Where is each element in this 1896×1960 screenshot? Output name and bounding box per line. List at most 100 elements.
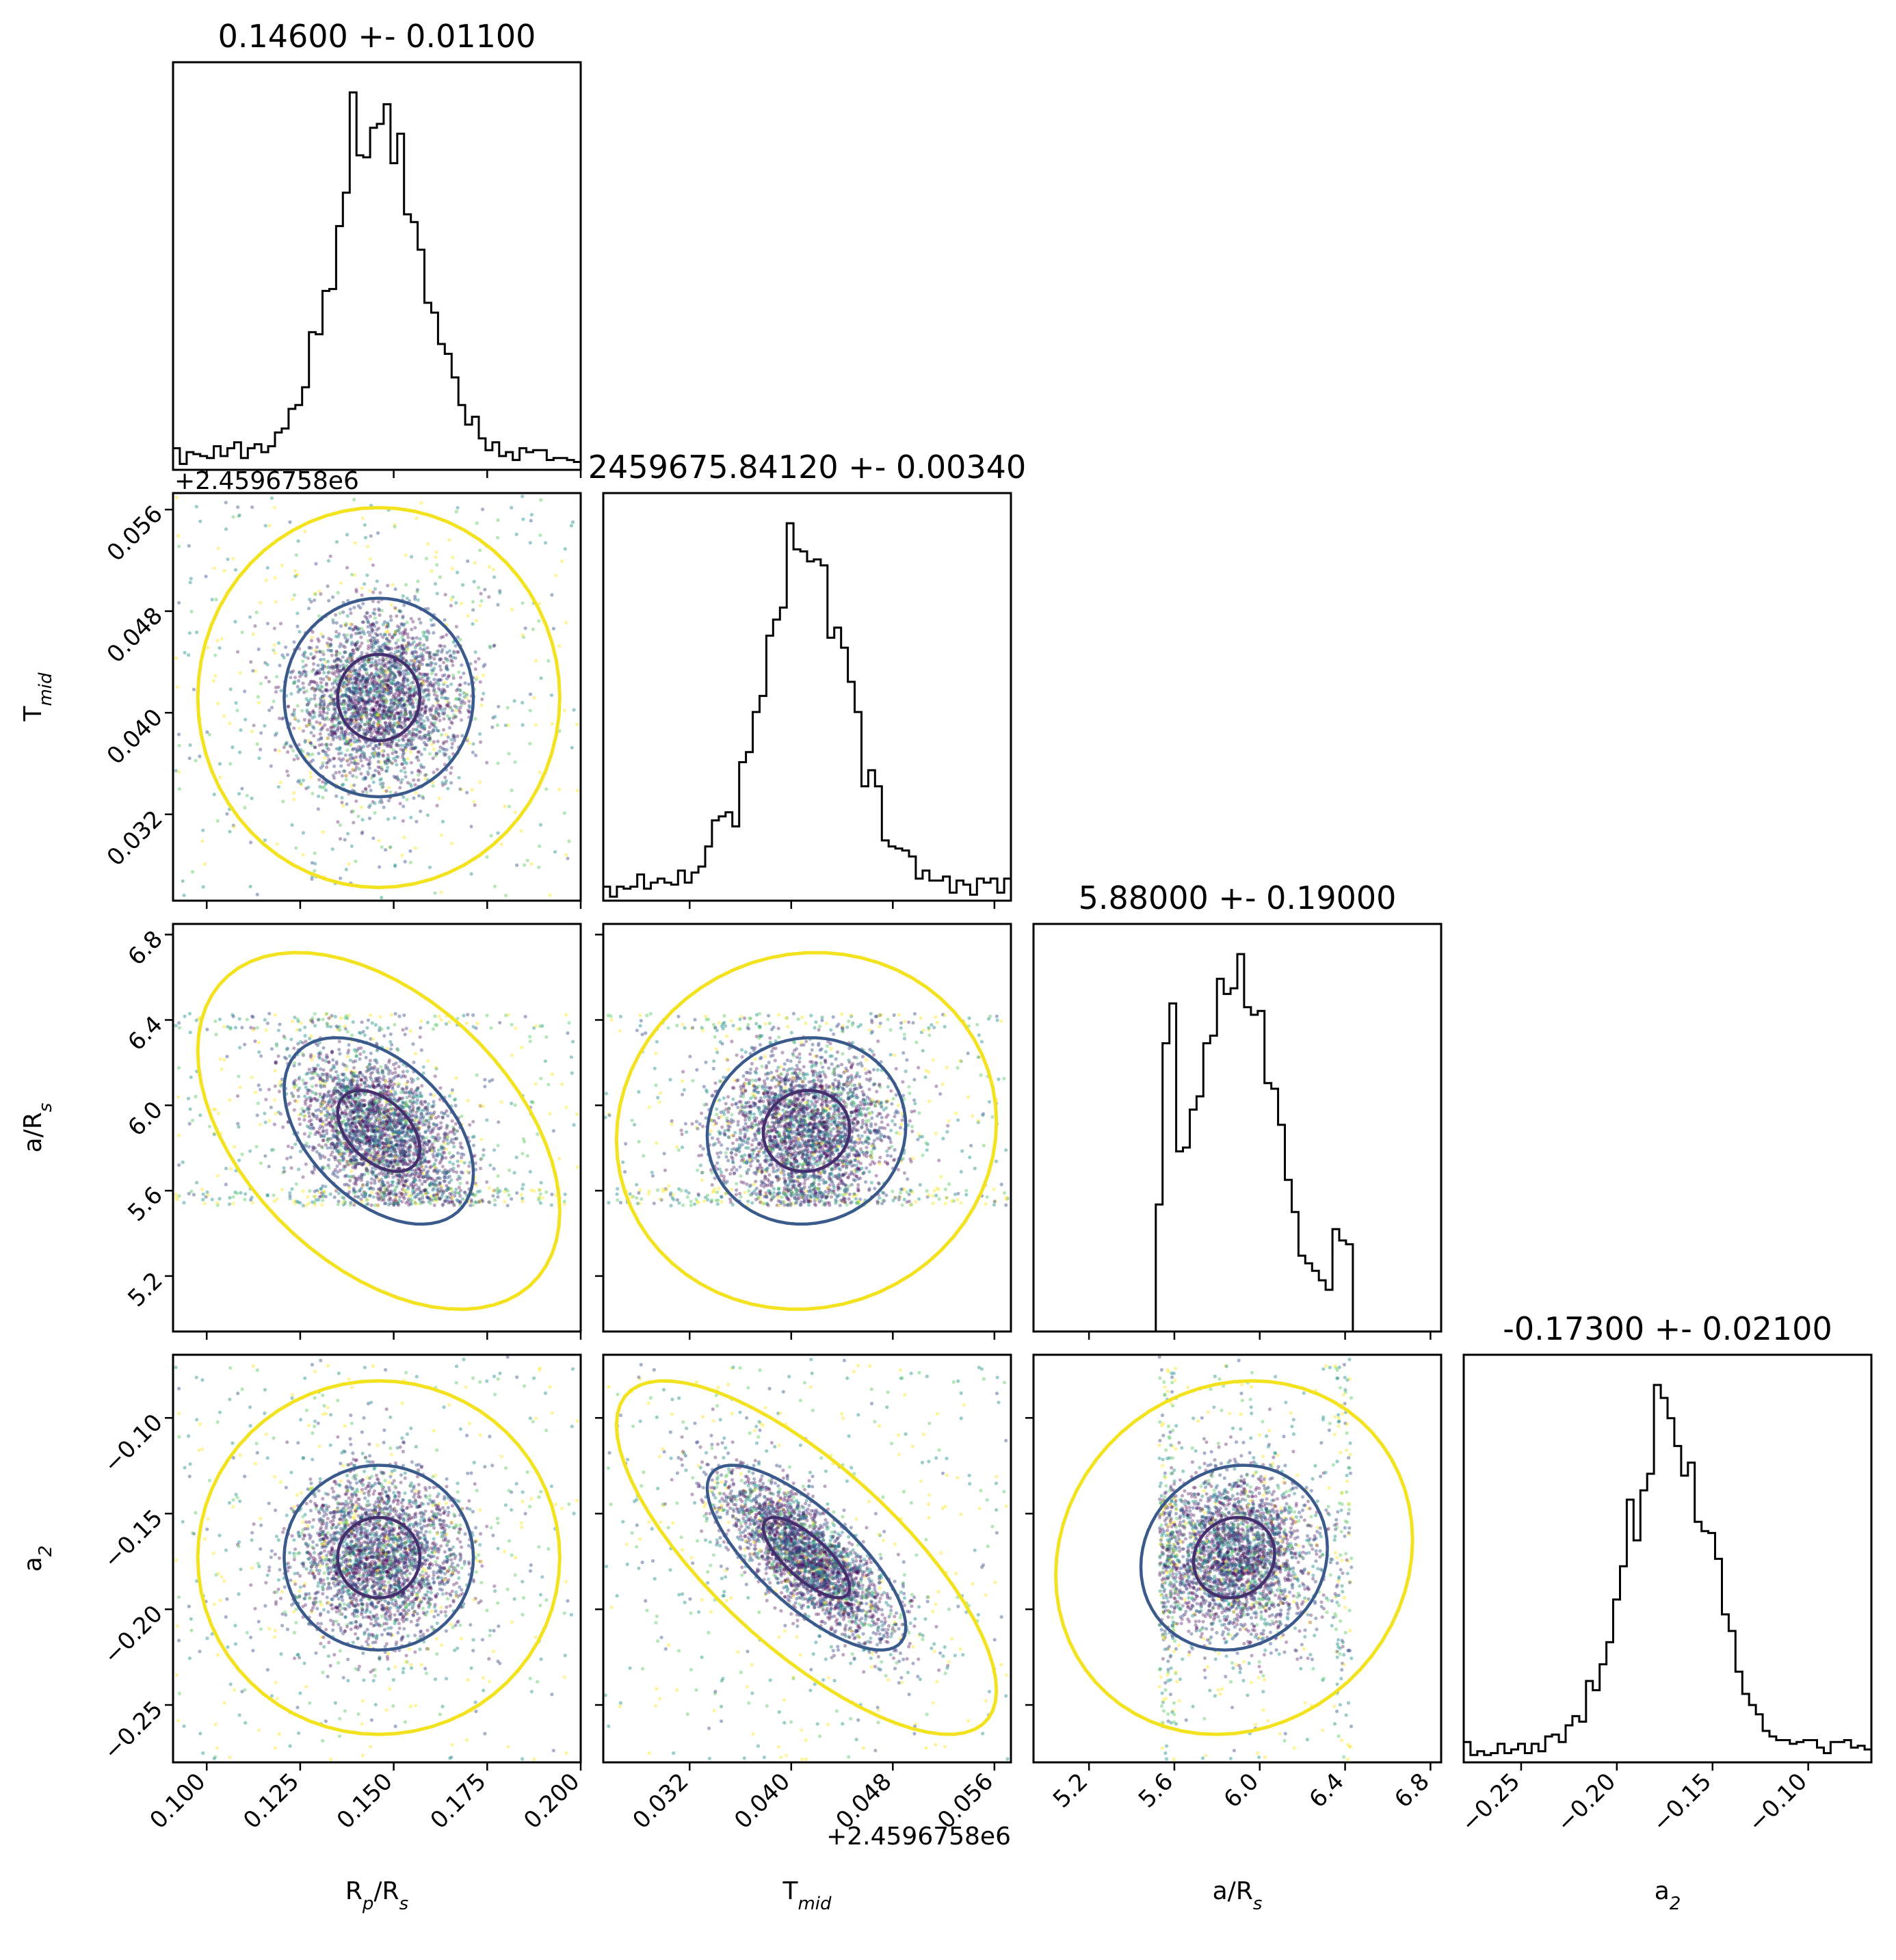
scatter-point xyxy=(323,717,327,721)
scatter-point xyxy=(356,738,361,742)
scatter-point xyxy=(423,706,427,710)
scatter-point xyxy=(288,1101,292,1105)
scatter-point xyxy=(443,753,447,757)
scatter-point xyxy=(384,711,389,715)
scatter-point xyxy=(375,717,379,721)
scatter-point xyxy=(386,731,391,735)
scatter-point xyxy=(471,750,475,754)
scatter-point xyxy=(341,644,345,648)
scatter-point xyxy=(554,573,558,578)
scatter-point xyxy=(345,748,350,752)
scatter-point xyxy=(364,786,368,791)
scatter-point xyxy=(354,799,358,804)
scatter-point xyxy=(405,678,409,683)
scatter-point xyxy=(434,754,438,758)
scatter-point xyxy=(389,845,393,849)
scatter-point xyxy=(442,661,446,665)
scatter-point xyxy=(361,790,365,794)
scatter-point xyxy=(298,1117,302,1121)
scatter-point xyxy=(183,650,187,654)
scatter-point xyxy=(424,1165,428,1169)
scatter-point xyxy=(410,739,414,743)
scatter-point xyxy=(460,1114,464,1118)
scatter-point xyxy=(378,591,382,595)
scatter-point xyxy=(337,1039,341,1044)
scatter-point xyxy=(432,770,436,774)
scatter-point xyxy=(314,1083,318,1087)
scatter-point xyxy=(263,1120,267,1124)
scatter-point xyxy=(321,664,325,668)
scatter-point xyxy=(273,748,277,752)
scatter-point xyxy=(295,1099,299,1104)
scatter-point xyxy=(409,760,414,765)
scatter-point xyxy=(513,760,517,764)
scatter-point xyxy=(477,657,481,661)
scatter-point xyxy=(371,622,375,626)
scatter-point xyxy=(475,521,479,525)
scatter-point xyxy=(301,659,305,663)
scatter-point xyxy=(326,737,330,741)
scatter-point xyxy=(402,836,406,840)
scatter-point xyxy=(340,800,344,804)
scatter-point xyxy=(198,519,202,523)
scatter-point xyxy=(303,529,307,533)
scatter-point xyxy=(278,1112,283,1116)
scatter-point xyxy=(413,746,417,750)
scatter-point xyxy=(363,582,367,586)
scatter-point xyxy=(375,713,380,717)
scatter-point xyxy=(408,710,412,714)
scatter-point xyxy=(344,867,348,871)
scatter-point xyxy=(370,635,375,639)
scatter-point xyxy=(378,633,383,637)
scatter-point xyxy=(464,691,468,696)
scatter-point xyxy=(332,1195,337,1200)
scatter-point xyxy=(318,721,322,725)
scatter-point xyxy=(350,1033,354,1037)
scatter-point xyxy=(228,1167,233,1171)
scatter-point xyxy=(272,1098,276,1102)
scatter-point xyxy=(398,786,402,790)
scatter-point xyxy=(483,1078,487,1082)
scatter-point xyxy=(419,809,423,813)
scatter-point xyxy=(487,595,491,599)
scatter-point xyxy=(347,732,351,736)
scatter-point xyxy=(331,717,335,721)
scatter-point xyxy=(315,645,319,649)
scatter-point xyxy=(432,1100,436,1104)
scatter-point xyxy=(435,767,440,771)
scatter-point xyxy=(457,1185,461,1189)
scatter-point xyxy=(367,698,372,702)
scatter-point xyxy=(412,1060,416,1064)
scatter-point xyxy=(371,836,376,840)
scatter-point xyxy=(427,734,432,739)
scatter-point xyxy=(444,696,448,700)
scatter-point xyxy=(383,731,387,735)
scatter-point xyxy=(369,1181,373,1185)
scatter-point xyxy=(400,646,404,650)
scatter-point xyxy=(425,743,429,747)
scatter-point xyxy=(361,1183,365,1187)
scatter-point xyxy=(224,1182,228,1187)
scatter-point xyxy=(510,607,514,611)
scatter-point xyxy=(462,671,466,676)
scatter-point xyxy=(326,659,330,663)
scatter-point xyxy=(450,659,454,663)
scatter-point xyxy=(412,665,416,670)
scatter-point xyxy=(347,1043,351,1047)
scatter-point xyxy=(336,668,340,673)
scatter-point xyxy=(366,630,371,635)
scatter-point xyxy=(345,1068,349,1072)
scatter-point xyxy=(249,660,253,664)
scatter-panel-ars-vs-rp xyxy=(174,1011,579,1208)
scatter-point xyxy=(395,649,400,654)
scatter-point xyxy=(331,595,335,599)
scatter-point xyxy=(390,671,394,675)
scatter-point xyxy=(550,1072,554,1076)
scatter-point xyxy=(340,773,344,778)
scatter-point xyxy=(341,610,345,614)
scatter-point xyxy=(327,670,331,674)
scatter-point xyxy=(432,687,436,691)
scatter-point xyxy=(412,658,417,662)
scatter-point xyxy=(290,823,294,827)
scatter-point xyxy=(426,1195,430,1200)
